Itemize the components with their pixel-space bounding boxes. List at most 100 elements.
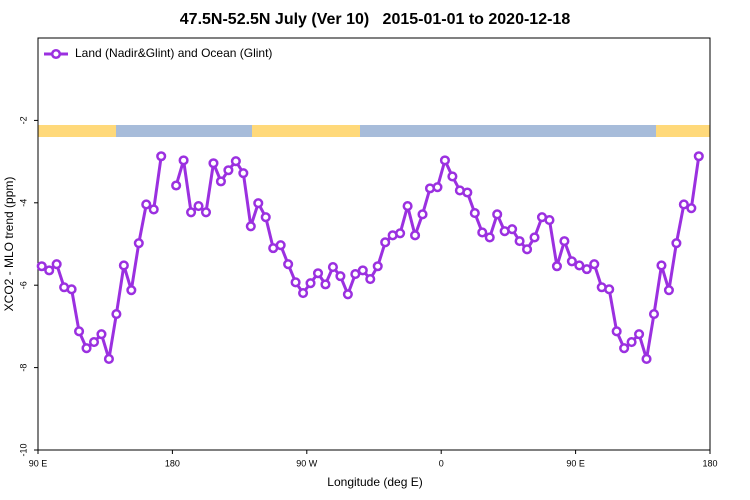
series-line [41, 156, 701, 361]
data-point [656, 260, 667, 271]
data-point [604, 284, 615, 295]
chart-title: 47.5N-52.5N July (Ver 10) 2015-01-01 to … [180, 11, 571, 28]
data-point [544, 215, 555, 226]
data-point [529, 232, 540, 243]
data-point [141, 199, 152, 210]
data-point [350, 269, 361, 280]
x-tick-label: 180 [165, 458, 180, 468]
data-point [395, 228, 406, 239]
data-point [200, 207, 212, 218]
data-point [245, 221, 256, 232]
legend-marker [50, 48, 62, 60]
y-tick-label: -8 [18, 364, 28, 372]
data-point [619, 343, 630, 354]
data-point [484, 232, 495, 243]
data-point [193, 201, 204, 212]
data-point [74, 326, 85, 337]
data-point [103, 353, 114, 364]
data-point [133, 238, 144, 249]
data-point [417, 209, 428, 220]
plot-frame [37, 37, 711, 451]
data-point [477, 227, 488, 238]
x-tick-label: 0 [439, 458, 444, 468]
data-point [327, 262, 338, 273]
data-point [566, 256, 577, 267]
data-point [44, 265, 55, 276]
data-point [156, 151, 167, 162]
data-point [96, 329, 107, 340]
data-point [611, 326, 622, 337]
land-band [38, 125, 116, 137]
data-point [238, 168, 249, 179]
ocean-band [360, 125, 656, 137]
x-tick-label: 90 W [296, 458, 318, 468]
y-tick-label: -6 [18, 281, 28, 289]
data-point [283, 259, 294, 270]
x-axis-label: Longitude (deg E) [327, 475, 422, 489]
data-point [36, 261, 47, 272]
y-tick-label: -4 [18, 199, 28, 207]
data-point [581, 264, 592, 275]
data-point [410, 230, 421, 241]
data-point [126, 285, 137, 296]
data-point [148, 204, 159, 215]
data-point [111, 308, 122, 320]
data-point [230, 156, 241, 167]
data-point [663, 285, 674, 296]
ocean-band [116, 125, 252, 137]
data-point [66, 284, 77, 295]
data-point [641, 353, 652, 364]
x-tick-label: 90 E [566, 458, 585, 468]
data-point [118, 260, 129, 271]
data-point [574, 260, 585, 271]
data-point [223, 165, 234, 176]
data-point [380, 237, 391, 248]
data-point [335, 271, 346, 282]
y-tick-label: -2 [18, 116, 28, 124]
data-point [447, 171, 458, 182]
data-point [342, 289, 353, 300]
data-point [693, 151, 704, 162]
data-point [432, 182, 443, 193]
y-axis-label: XCO2 - MLO trend (ppm) [2, 177, 16, 312]
data-point [372, 261, 383, 272]
data-point [507, 224, 518, 235]
data-point [88, 337, 100, 348]
data-point [215, 176, 226, 187]
data-point [469, 208, 480, 219]
data-point [551, 261, 562, 272]
data-point [357, 265, 368, 276]
data-point [648, 308, 660, 320]
data-point [439, 155, 450, 166]
data-point [522, 244, 533, 255]
data-point [492, 209, 503, 220]
data-point [559, 236, 570, 247]
data-point [208, 158, 219, 169]
x-tick-label: 180 [702, 458, 717, 468]
data-point [686, 203, 697, 214]
data-point [634, 329, 645, 340]
data-point [298, 287, 309, 299]
data-point [171, 180, 182, 191]
data-point [253, 198, 264, 209]
data-point [305, 278, 316, 289]
land-band [656, 125, 710, 137]
land-ocean-band [38, 125, 710, 137]
legend-label: Land (Nadir&Glint) and Ocean (Glint) [75, 46, 272, 60]
data-point [514, 236, 525, 247]
data-point [178, 155, 189, 166]
data-point [626, 337, 637, 348]
data-point [320, 279, 331, 290]
data-point [671, 238, 682, 249]
data-point [462, 187, 473, 198]
land-band [252, 125, 360, 137]
data-point [81, 343, 92, 354]
data-point [260, 212, 271, 223]
data-point [589, 259, 600, 270]
data-point [186, 207, 197, 218]
data-point [275, 240, 286, 251]
x-tick-label: 90 E [29, 458, 48, 468]
data-point [290, 277, 301, 288]
data-point [312, 268, 324, 279]
